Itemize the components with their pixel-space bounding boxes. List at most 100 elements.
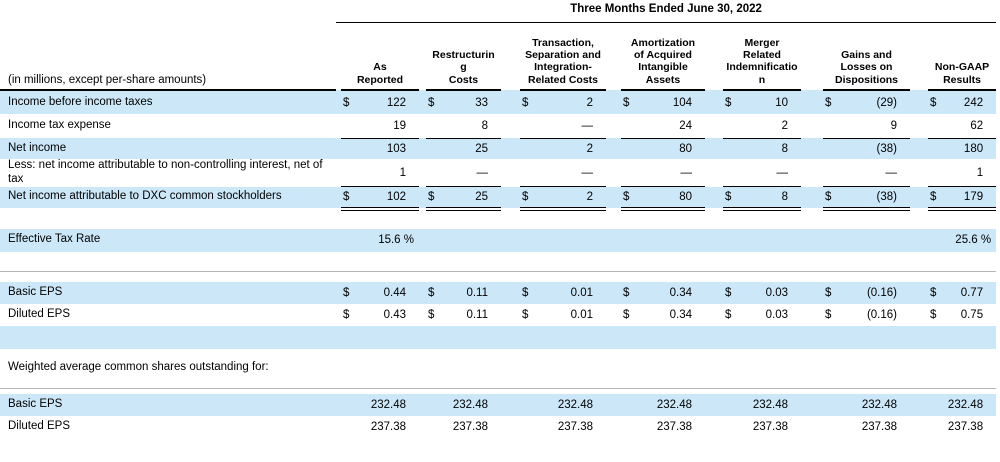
- gap: [419, 415, 426, 438]
- row-label: Income tax expense: [0, 114, 336, 138]
- value-cell: $122: [341, 90, 419, 114]
- dollar-sign: $: [428, 286, 435, 299]
- dollar-sign: $: [825, 96, 832, 109]
- cell-value: —: [776, 166, 789, 179]
- gap: [910, 22, 928, 90]
- row-diluted-eps-shares: Diluted EPS 237.38 237.38 237.38 237.38 237.3…: [0, 415, 997, 438]
- gap: [336, 159, 341, 187]
- row-net-income: Net income 103 25 2 80 8 (38) 180: [0, 138, 997, 159]
- gap: [801, 303, 823, 326]
- row-income-tax-expense: Income tax expense 19 8 — 24 2 9 62: [0, 114, 997, 139]
- value-cell: 1: [341, 159, 419, 188]
- value-cell: 1: [928, 159, 997, 188]
- cell-value: 103: [386, 142, 406, 155]
- value-cell: 25: [426, 138, 501, 159]
- gap: [910, 393, 928, 416]
- cell-value: 80: [679, 191, 692, 204]
- gap: [705, 228, 723, 252]
- value-cell: $0.03: [723, 303, 801, 326]
- column-header-non-gaap: Non-GAAP Results: [928, 22, 997, 91]
- cell-value: 0.01: [570, 308, 593, 321]
- cell-value: 237.38: [861, 420, 897, 433]
- value-cell: —: [520, 114, 606, 139]
- cell-value: 2: [586, 96, 593, 109]
- spacer-row: [0, 381, 996, 389]
- value-cell: $104: [621, 90, 705, 114]
- gap: [801, 114, 823, 138]
- cell-value: 180: [963, 142, 984, 155]
- gap: [501, 138, 520, 159]
- gap: [501, 228, 520, 252]
- blank-cell: [341, 325, 419, 349]
- section-divider-row: [0, 271, 997, 282]
- gap: [606, 114, 621, 138]
- gap: [705, 415, 723, 438]
- blank-cell: [426, 325, 501, 349]
- gap: [336, 393, 341, 416]
- value-cell: 80: [621, 138, 705, 159]
- gap: [705, 22, 723, 90]
- row-label: Less: net income attributable to non-con…: [0, 159, 336, 187]
- value-cell: 237.38: [341, 415, 419, 438]
- value-cell: [520, 228, 606, 252]
- gap: [336, 90, 341, 114]
- value-cell: 237.38: [723, 415, 801, 438]
- spacer: [0, 252, 996, 272]
- cell-value: 122: [386, 96, 406, 109]
- divider-line: [0, 388, 997, 394]
- column-header-merger-indemnification: Merger Related Indemnificatio n: [723, 22, 801, 91]
- value-cell: 232.48: [426, 393, 501, 416]
- value-cell: 8: [723, 138, 801, 159]
- gap: [705, 303, 723, 326]
- value-cell: 8: [426, 114, 501, 139]
- value-cell: 2: [723, 114, 801, 139]
- value-cell: [823, 228, 910, 252]
- gap: [705, 325, 723, 349]
- divider-line: [0, 271, 997, 282]
- dollar-sign: $: [825, 191, 832, 204]
- dollar-sign: $: [825, 286, 832, 299]
- value-cell: $33: [426, 90, 501, 114]
- dollar-sign: $: [725, 96, 732, 109]
- gap: [606, 228, 621, 252]
- cell-value: 8: [781, 191, 788, 204]
- gap: [501, 114, 520, 138]
- cell-value: 0.03: [765, 308, 788, 321]
- gap: [606, 22, 621, 90]
- dollar-sign: $: [930, 191, 937, 204]
- double-underline-segment: [621, 207, 705, 212]
- value-cell: 232.48: [823, 393, 910, 416]
- gap: [705, 281, 723, 304]
- dollar-sign: $: [522, 308, 529, 321]
- dollar-sign: $: [930, 286, 937, 299]
- gap: [501, 90, 520, 114]
- value-cell: $25: [426, 186, 501, 209]
- gap: [606, 159, 621, 187]
- row-weighted-average-shares-heading: Weighted average common shares outstandi…: [0, 354, 997, 381]
- value-cell: $102: [341, 186, 419, 209]
- gap: [801, 415, 823, 438]
- value-cell: 237.38: [426, 415, 501, 438]
- value-cell: $0.43: [341, 303, 419, 326]
- value-cell: $2: [520, 90, 606, 114]
- gap: [501, 393, 520, 416]
- value-cell: $0.01: [520, 303, 606, 326]
- value-cell: $80: [621, 186, 705, 209]
- cell-value: 8: [481, 119, 488, 132]
- blank-cell: [0, 325, 336, 349]
- cell-value: 1: [399, 166, 406, 179]
- gap: [801, 22, 823, 90]
- value-cell: 62: [928, 114, 997, 139]
- blank-cell: [928, 325, 997, 349]
- value-cell: 15.6 %: [341, 228, 419, 252]
- gap: [336, 228, 341, 252]
- cell-value: 25: [475, 191, 488, 204]
- dollar-sign: $: [930, 96, 937, 109]
- blank-cell: [621, 325, 705, 349]
- gap: [501, 415, 520, 438]
- value-cell: $ (29): [823, 90, 910, 114]
- cell-value: 0.34: [669, 286, 692, 299]
- value-cell: —: [520, 159, 606, 188]
- gap: [801, 325, 823, 349]
- dollar-sign: $: [825, 308, 832, 321]
